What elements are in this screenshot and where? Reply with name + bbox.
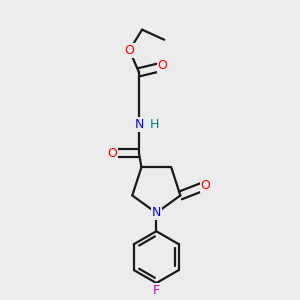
Text: O: O [124,44,134,57]
Text: O: O [158,59,168,72]
Text: H: H [149,118,159,131]
Text: N: N [134,118,144,131]
Text: N: N [152,206,161,219]
Text: F: F [153,284,160,296]
Text: O: O [201,179,211,192]
Text: O: O [107,147,117,160]
